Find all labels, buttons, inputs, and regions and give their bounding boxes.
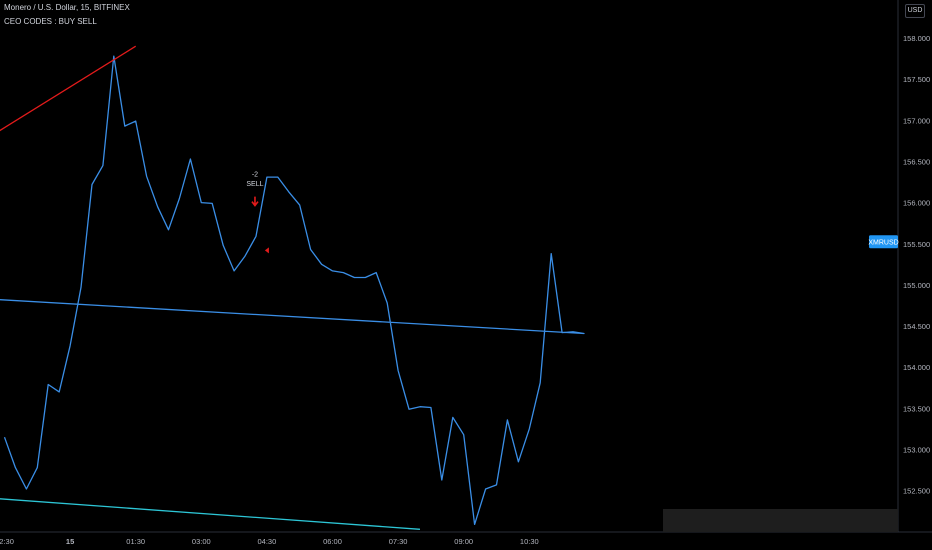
y-tick-label: 156.500 [903, 157, 930, 166]
price-line [0, 55, 585, 526]
signal-count-label: -2 [252, 171, 258, 178]
sell-signal-label: SELL [246, 181, 263, 188]
x-tick-label: 06:00 [323, 537, 342, 546]
x-tick-label: 15 [66, 537, 74, 546]
sell-arrow-icon [251, 196, 259, 207]
time-axis-highlight [663, 509, 898, 532]
indicator-label: CEO CODES : BUY SELL [4, 17, 97, 26]
x-tick-label: 01:30 [126, 537, 145, 546]
x-tick-label: 09:00 [454, 537, 473, 546]
y-tick-label: 158.000 [903, 34, 930, 43]
support-trendline[interactable] [0, 484, 421, 530]
symbol-badge-label: XMRUSD [868, 239, 898, 246]
resistance-trendline[interactable] [0, 45, 137, 270]
symbol-badge [869, 235, 898, 249]
x-tick-label: 22:30 [0, 537, 14, 546]
y-tick-label: 155.500 [903, 240, 930, 249]
x-tick-label: 04:30 [258, 537, 277, 546]
y-tick-label: 155.000 [903, 281, 930, 290]
x-tick-label: 10:30 [520, 537, 539, 546]
y-tick-label: 154.500 [903, 322, 930, 331]
y-tick-label: 153.000 [903, 446, 930, 455]
x-tick-label: 07:30 [389, 537, 408, 546]
y-tick-label: 156.000 [903, 199, 930, 208]
currency-button[interactable]: USD [905, 4, 925, 18]
y-tick-label: 154.000 [903, 363, 930, 372]
chart-title: Monero / U.S. Dollar, 15, BITFINEX [4, 3, 130, 12]
y-tick-label: 152.500 [903, 487, 930, 496]
y-tick-label: 157.000 [903, 116, 930, 125]
y-tick-label: 153.500 [903, 404, 930, 413]
x-tick-label: 03:00 [192, 537, 211, 546]
y-tick-label: 157.500 [903, 75, 930, 84]
sell-triangle-marker [264, 247, 269, 254]
